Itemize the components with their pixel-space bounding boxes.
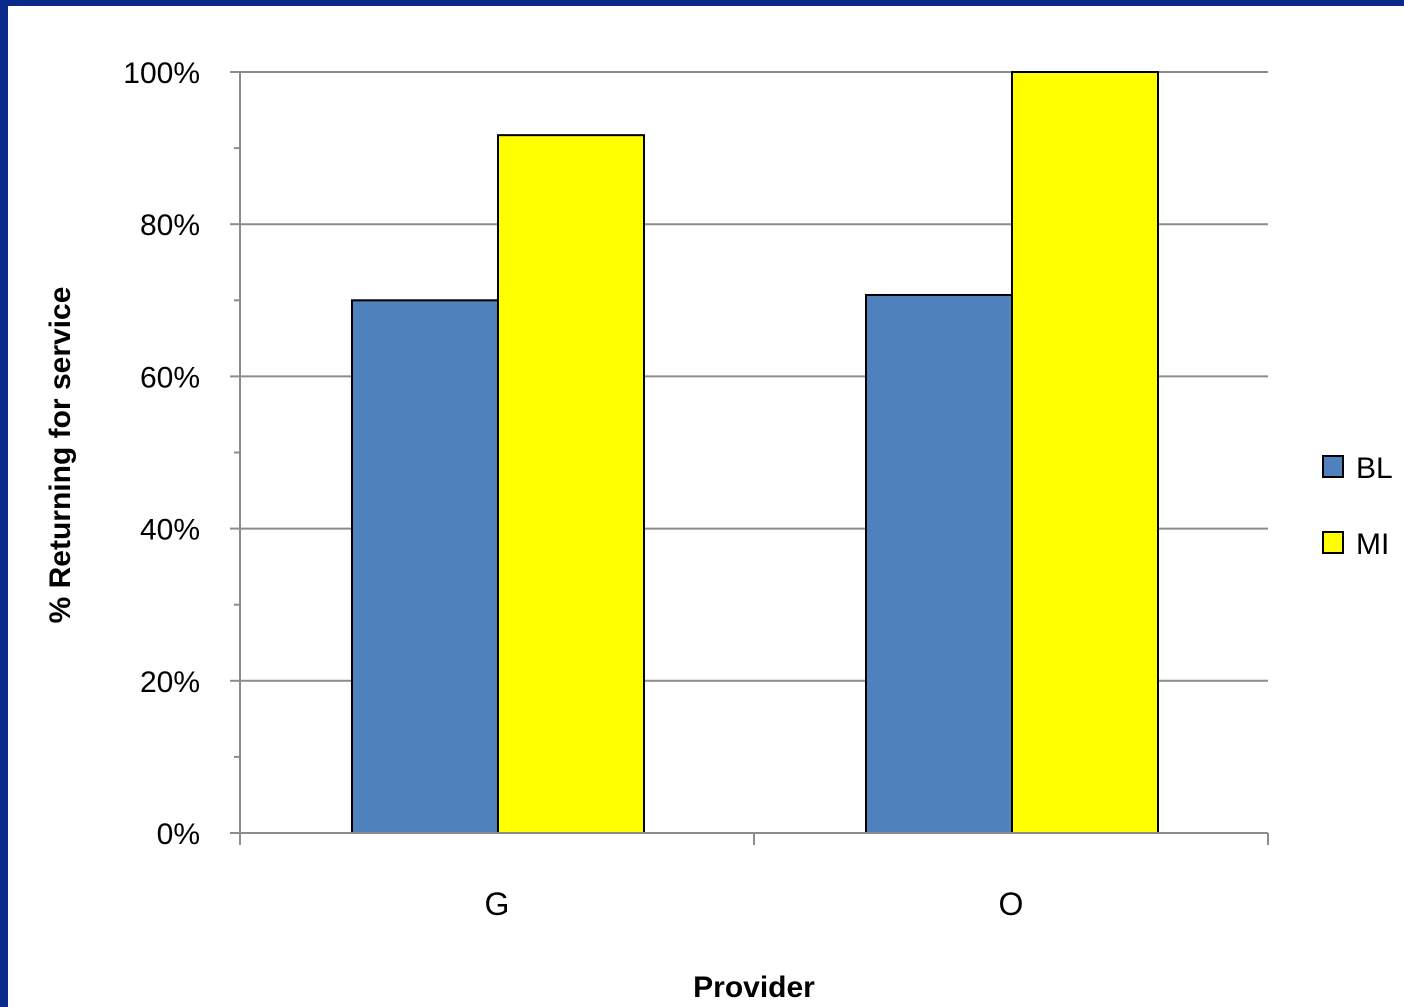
x-tick-label: G <box>485 886 510 922</box>
legend-label-mi: MI <box>1356 528 1389 561</box>
y-tick-label: 40% <box>140 514 200 547</box>
bar-bl-g <box>351 299 499 834</box>
y-tick-label: 60% <box>140 361 200 394</box>
x-tick-label: O <box>999 886 1024 922</box>
x-axis-title: Provider <box>693 971 815 1004</box>
bar-mi-o <box>1011 71 1159 834</box>
y-axis-title: % Returning for service <box>44 287 77 624</box>
legend-swatch-bl <box>1322 455 1344 478</box>
y-tick-label: 80% <box>140 209 200 242</box>
bar-mi-g <box>497 134 645 834</box>
legend-swatch-mi <box>1322 531 1344 554</box>
axes <box>230 71 1269 845</box>
legend: BL MI <box>1322 452 1393 561</box>
y-tick-label: 20% <box>140 666 200 699</box>
legend-label-bl: BL <box>1356 452 1393 485</box>
bar-bl-o <box>865 293 1013 834</box>
y-tick-label: 0% <box>157 818 200 851</box>
bars <box>351 71 1159 834</box>
y-tick-label: 100% <box>123 57 200 90</box>
y-tick-labels: 0% 20% 40% 60% 80% 100% <box>123 57 200 851</box>
